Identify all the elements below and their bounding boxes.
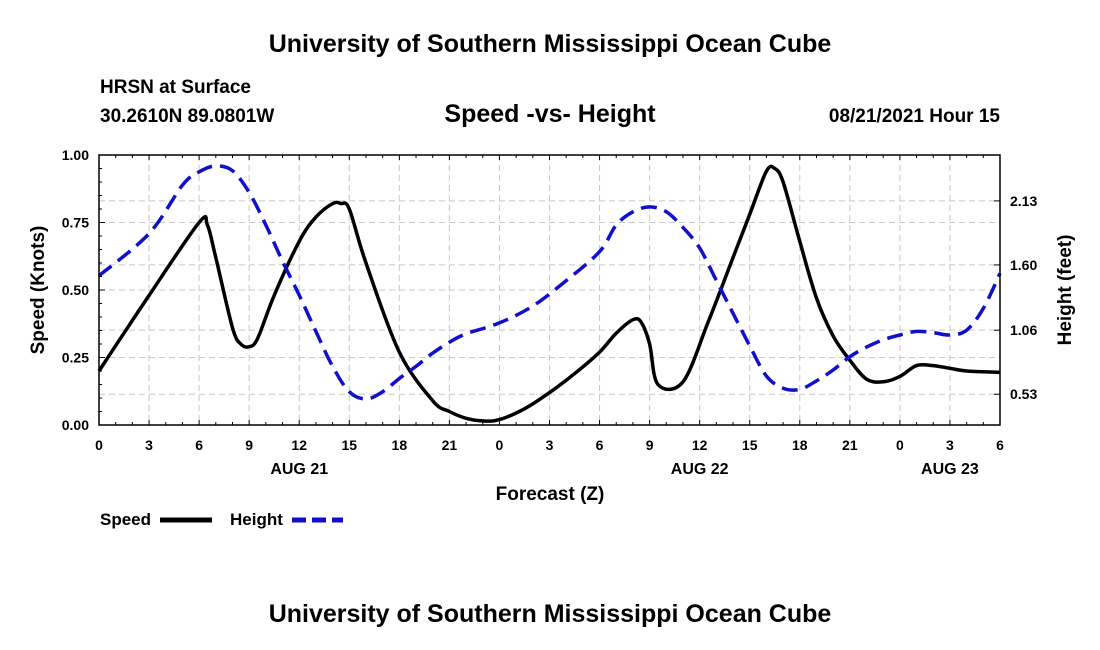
- date-label: AUG 22: [671, 461, 729, 478]
- legend-speed-label: Speed: [100, 510, 151, 529]
- x-tick-label: 3: [546, 437, 554, 453]
- y2-tick-label: 1.06: [1010, 322, 1037, 338]
- footer-title: University of Southern Mississippi Ocean…: [268, 600, 832, 628]
- y2-tick-label: 0.53: [1010, 386, 1037, 402]
- x-tick-label: 9: [245, 437, 253, 453]
- grid: [99, 155, 1000, 425]
- page-title: University of Southern Mississippi Ocean…: [268, 30, 832, 58]
- station-coords: 30.2610N 89.0801W: [100, 106, 275, 127]
- y-tick-label: 0.00: [62, 417, 89, 433]
- y-tick-label: 0.25: [62, 350, 89, 366]
- date-label: AUG 21: [270, 461, 328, 478]
- x-tick-label: 3: [946, 437, 954, 453]
- station-label: HRSN at Surface: [100, 77, 251, 98]
- x-axis-title: Forecast (Z): [496, 484, 605, 505]
- x-tick-label: 3: [145, 437, 153, 453]
- y-tick-label: 1.00: [62, 147, 89, 163]
- date-label: AUG 23: [921, 461, 979, 478]
- x-tick-label: 15: [341, 437, 357, 453]
- x-tick-label: 21: [442, 437, 458, 453]
- x-tick-label: 9: [646, 437, 654, 453]
- x-tick-label: 12: [291, 437, 307, 453]
- y-tick-label: 0.50: [62, 282, 89, 298]
- legend-height-label: Height: [230, 510, 283, 529]
- series-layer: [97, 164, 1002, 423]
- x-tick-label: 15: [742, 437, 758, 453]
- y2-tick-label: 1.60: [1010, 257, 1037, 273]
- y-axis-title: Speed (Knots): [28, 226, 49, 355]
- y2-axis-title: Height (feet): [1055, 235, 1076, 346]
- x-tick-label: 0: [95, 437, 103, 453]
- x-tick-label: 0: [896, 437, 904, 453]
- chart-title: Speed -vs- Height: [444, 100, 656, 128]
- series-line-height: [97, 164, 1002, 401]
- axes: 0 3 6 9 12 15 18 21 0 3 6 9 12 15 18 21 0 3 6 AUG 21 AUG 22 A…: [62, 147, 1038, 478]
- x-tick-label: 6: [996, 437, 1004, 453]
- x-tick-label: 12: [692, 437, 708, 453]
- x-tick-label: 18: [792, 437, 808, 453]
- x-tick-label: 6: [596, 437, 604, 453]
- y2-tick-label: 2.13: [1010, 193, 1037, 209]
- x-tick-label: 21: [842, 437, 858, 453]
- y-tick-label: 0.75: [62, 215, 89, 231]
- x-tick-label: 6: [195, 437, 203, 453]
- forecast-datetime: 08/21/2021 Hour 15: [828, 106, 1000, 127]
- x-tick-label: 0: [496, 437, 504, 453]
- series-line-speed: [97, 164, 1001, 423]
- x-tick-label: 18: [392, 437, 408, 453]
